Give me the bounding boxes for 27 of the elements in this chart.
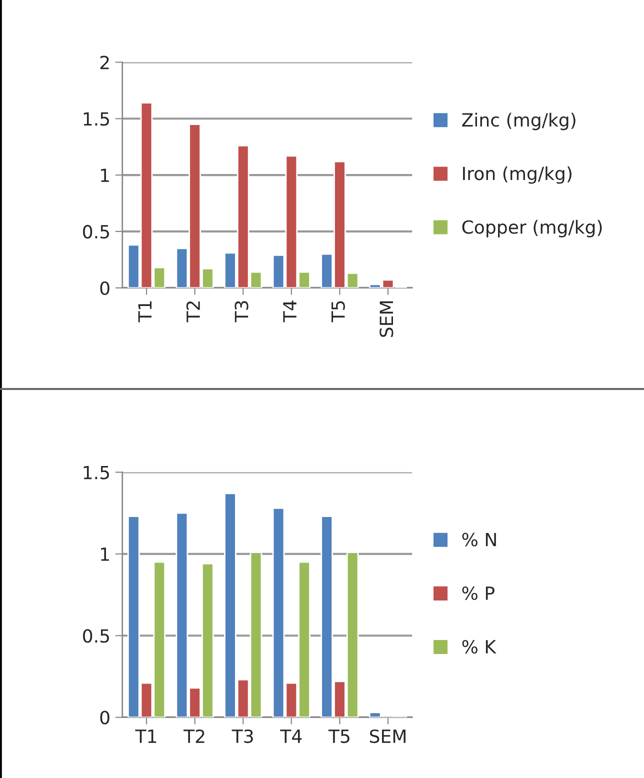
x-tick-label: T5: [332, 301, 345, 322]
legend-label: % P: [462, 586, 494, 600]
y-tick-label: 1: [101, 168, 109, 182]
x-tick-label: T4: [280, 730, 302, 743]
x-tick-label: T5: [328, 730, 350, 744]
x-tick-label: T2: [184, 729, 204, 743]
x-tick-label: T2: [186, 301, 200, 322]
legend-label: % K: [462, 640, 496, 654]
y-tick-label: 0.5: [83, 629, 109, 643]
x-tick-label: SEM: [380, 301, 394, 337]
legend-label: Zinc (mg/kg): [462, 112, 576, 130]
x-tick-label: T3: [232, 729, 253, 744]
x-tick-label: T4: [283, 300, 296, 322]
x-tick-label: T1: [135, 730, 156, 743]
y-tick-label: 1.5: [84, 466, 109, 480]
legend-label: Copper (mg/kg): [462, 220, 602, 238]
x-tick-label: T1: [138, 301, 152, 322]
x-tick-label: SEM: [370, 729, 406, 744]
y-tick-label: 2: [100, 56, 109, 70]
y-tick-label: 0: [100, 710, 110, 724]
x-tick-label: T3: [234, 301, 248, 322]
legend-label: Iron (mg/kg): [463, 166, 572, 184]
y-tick-label: 1.5: [84, 112, 109, 126]
y-tick-label: 1: [101, 548, 109, 561]
y-tick-label: 0.5: [83, 224, 109, 239]
y-tick-label: 0: [100, 281, 110, 295]
legend-label: % N: [462, 532, 496, 546]
